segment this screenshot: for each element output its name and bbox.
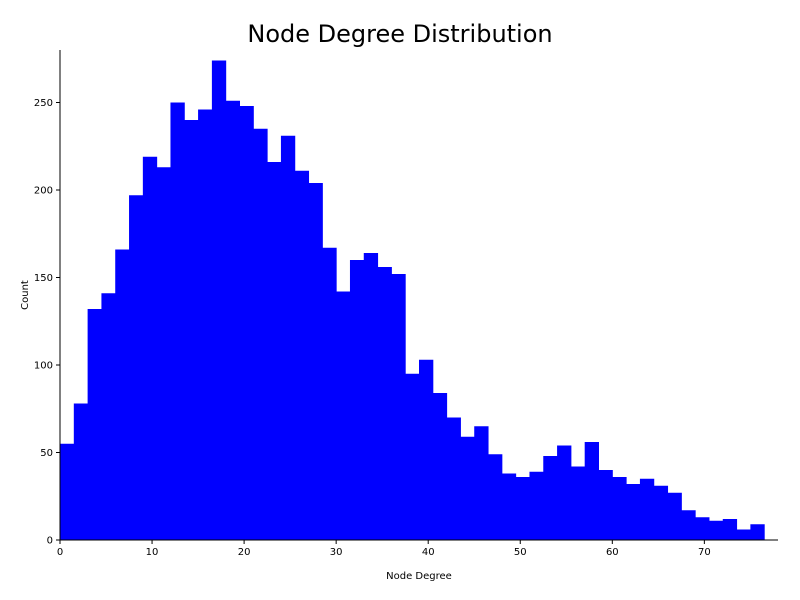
histogram-bar xyxy=(460,436,475,540)
y-tick-label: 150 xyxy=(34,273,53,284)
x-tick-label: 50 xyxy=(514,547,527,558)
x-tick-label: 40 xyxy=(422,547,435,558)
histogram-bar xyxy=(639,478,655,540)
x-tick-label: 70 xyxy=(698,547,711,558)
histogram-bar xyxy=(722,519,738,540)
histogram-bar xyxy=(432,393,448,540)
x-tick-label: 20 xyxy=(238,547,251,558)
histogram-bar xyxy=(184,120,199,540)
histogram-bar xyxy=(667,492,682,540)
histogram-bar xyxy=(653,485,669,540)
histogram-bar xyxy=(87,309,102,540)
histogram-bar xyxy=(488,454,503,540)
histogram-bar xyxy=(612,477,627,540)
histogram-bar xyxy=(267,162,282,540)
x-tick-label: 60 xyxy=(606,547,619,558)
x-tick-label: 30 xyxy=(330,547,343,558)
histogram-bar xyxy=(239,106,254,540)
histogram-bar xyxy=(405,373,420,540)
histogram-bar xyxy=(543,456,558,540)
histogram-bar xyxy=(142,156,158,540)
y-ticks-group: 0 50 100 150 200 250 xyxy=(34,98,60,547)
y-tick-label: 250 xyxy=(34,98,53,109)
histogram-bar xyxy=(198,109,213,540)
histogram-bar xyxy=(474,426,489,540)
y-tick-label: 0 xyxy=(47,536,53,547)
y-tick-label: 200 xyxy=(34,186,53,197)
histogram-bar xyxy=(211,60,227,540)
histogram-bar xyxy=(584,442,599,540)
histogram-bar xyxy=(280,135,296,540)
histogram-bar xyxy=(253,128,268,540)
histogram-bar xyxy=(156,167,171,540)
histogram-bar xyxy=(377,267,392,540)
histogram-bar xyxy=(115,249,130,540)
histogram-bar xyxy=(529,471,544,540)
histogram-bar xyxy=(129,195,144,540)
histogram-bar xyxy=(73,403,89,540)
histogram-bar xyxy=(419,359,434,540)
y-tick-label: 50 xyxy=(40,448,53,459)
histogram-bar xyxy=(170,102,185,540)
histogram-bar xyxy=(501,473,517,540)
histogram-bar xyxy=(708,520,724,540)
x-axis-label: Node Degree xyxy=(386,571,452,582)
histogram-bar xyxy=(557,445,572,540)
histogram-bar xyxy=(101,293,116,540)
histogram-bar xyxy=(294,170,310,540)
x-ticks-group: 0 10 20 30 40 50 60 70 xyxy=(57,540,711,558)
y-tick-label: 100 xyxy=(34,361,53,372)
bars-group xyxy=(60,60,765,540)
x-tick-label: 10 xyxy=(146,547,159,558)
histogram-bar xyxy=(446,417,461,540)
histogram-bar xyxy=(750,524,765,540)
histogram-bar xyxy=(308,183,323,540)
histogram-bar xyxy=(322,247,337,540)
chart-title: Node Degree Distribution xyxy=(247,20,553,48)
histogram-bar xyxy=(60,443,75,540)
histogram-bar xyxy=(363,253,379,540)
histogram-bar xyxy=(391,274,406,540)
histogram-bar xyxy=(225,100,240,540)
histogram-bar xyxy=(598,470,613,540)
histogram-bar xyxy=(515,477,530,540)
histogram-bar xyxy=(626,484,641,540)
x-tick-label: 0 xyxy=(57,547,63,558)
histogram-bar xyxy=(695,517,710,540)
histogram-bar xyxy=(570,466,586,540)
histogram-bar xyxy=(336,291,351,540)
histogram-bar xyxy=(736,529,751,540)
histogram-bar xyxy=(349,260,365,540)
histogram-bar xyxy=(681,510,696,540)
y-axis-label: Count xyxy=(20,280,31,310)
